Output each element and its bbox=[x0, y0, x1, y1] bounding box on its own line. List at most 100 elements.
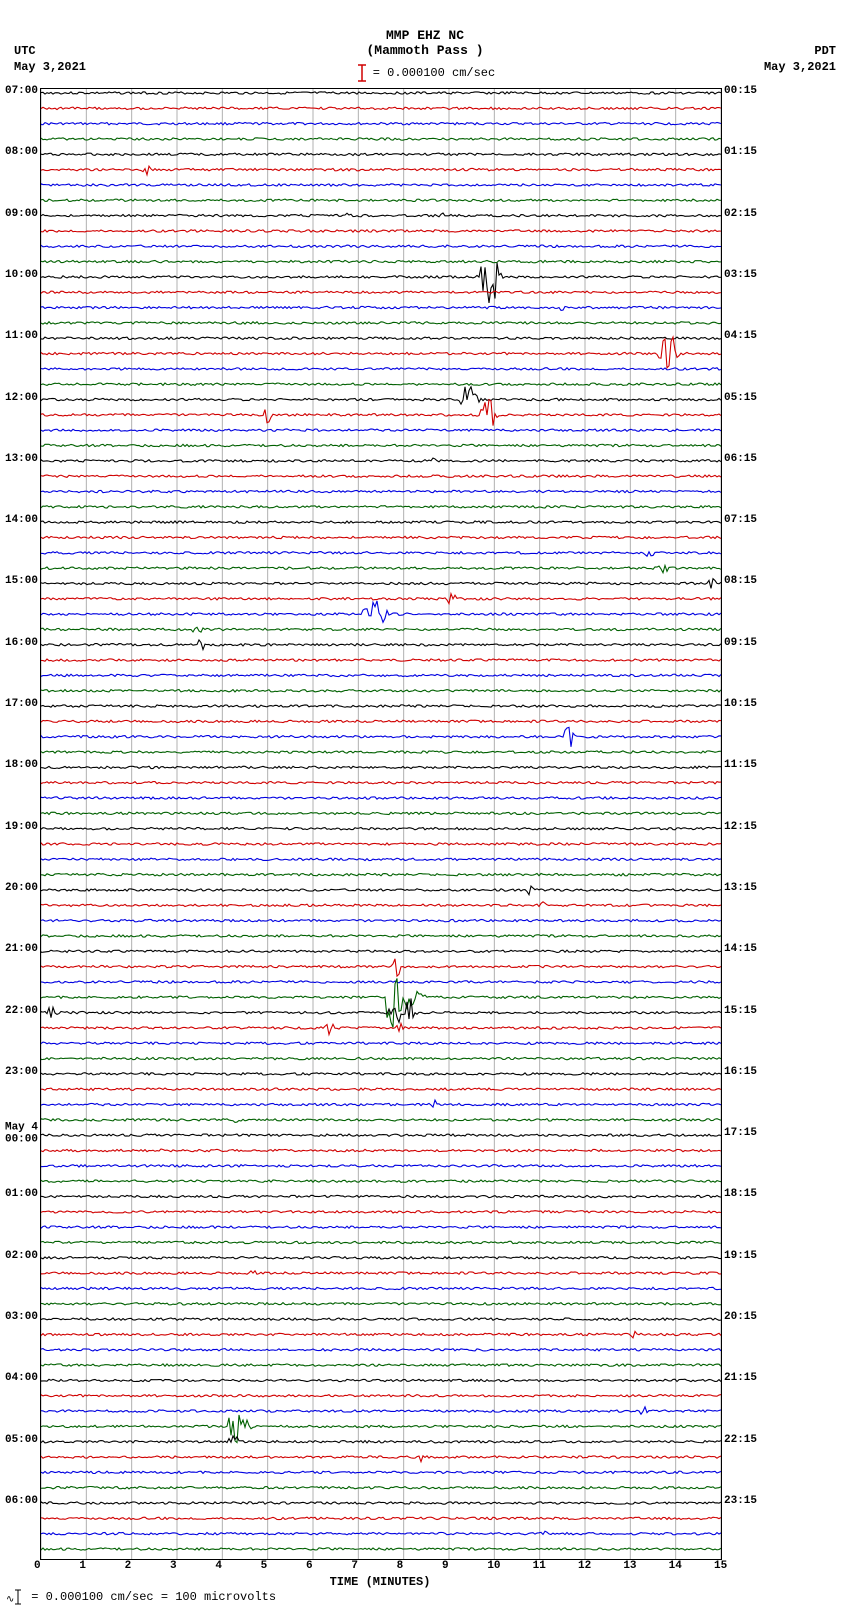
seismogram-trace bbox=[41, 959, 721, 976]
x-tick: 5 bbox=[261, 1560, 268, 1572]
left-time-label: 20:00 bbox=[0, 883, 38, 895]
seismogram-trace bbox=[41, 1364, 721, 1366]
right-time-label: 17:15 bbox=[724, 1128, 774, 1140]
seismogram-trace bbox=[41, 1149, 721, 1152]
seismogram-trace bbox=[41, 337, 721, 368]
left-time-labels: 07:0008:0009:0010:0011:0012:0013:0014:00… bbox=[0, 88, 38, 1558]
seismogram-trace bbox=[41, 902, 721, 907]
seismogram-trace bbox=[41, 1226, 721, 1228]
seismogram-trace bbox=[41, 981, 721, 983]
right-time-label: 05:15 bbox=[724, 393, 774, 405]
x-tick: 4 bbox=[215, 1560, 222, 1572]
right-time-label: 01:15 bbox=[724, 148, 774, 160]
seismogram-trace bbox=[41, 122, 721, 124]
plot-svg bbox=[41, 89, 721, 1559]
seismogram-trace bbox=[41, 337, 721, 339]
seismogram-trace bbox=[41, 166, 721, 175]
seismogram-trace bbox=[41, 674, 721, 676]
seismogram-trace bbox=[41, 919, 721, 921]
right-time-label: 21:15 bbox=[724, 1374, 774, 1386]
seismogram-trace bbox=[41, 322, 721, 324]
seismogram-trace bbox=[41, 184, 721, 186]
right-time-label: 15:15 bbox=[724, 1006, 774, 1018]
left-time-label: 15:00 bbox=[0, 577, 38, 589]
seismogram-trace bbox=[41, 1487, 721, 1489]
right-time-label: 14:15 bbox=[724, 944, 774, 956]
seismogram-trace bbox=[41, 579, 721, 589]
seismogram-trace bbox=[41, 1180, 721, 1182]
left-time-label: 07:00 bbox=[0, 86, 38, 98]
chart-header: MMP EHZ NC (Mammoth Pass ) bbox=[0, 28, 850, 58]
left-time-label: 06:00 bbox=[0, 1496, 38, 1508]
seismogram-trace bbox=[41, 843, 721, 845]
seismogram-trace bbox=[41, 781, 721, 783]
x-tick: 8 bbox=[397, 1560, 404, 1572]
station-line: MMP EHZ NC bbox=[0, 28, 850, 43]
right-time-label: 02:15 bbox=[724, 209, 774, 221]
right-time-label: 09:15 bbox=[724, 638, 774, 650]
seismogram-trace bbox=[41, 387, 721, 404]
right-time-label: 20:15 bbox=[724, 1312, 774, 1324]
seismogram-trace bbox=[41, 521, 721, 523]
seismogram-trace bbox=[41, 601, 721, 622]
seismogram-trace bbox=[41, 812, 721, 814]
seismogram-trace bbox=[41, 827, 721, 829]
seismogram-trace bbox=[41, 1271, 721, 1274]
page: UTC May 3,2021 PDT May 3,2021 MMP EHZ NC… bbox=[0, 0, 850, 1613]
seismogram-trace bbox=[41, 1548, 721, 1550]
seismogram-trace bbox=[41, 1331, 721, 1337]
x-tick: 15 bbox=[714, 1560, 727, 1572]
right-time-label: 04:15 bbox=[724, 331, 774, 343]
x-tick: 2 bbox=[125, 1560, 132, 1572]
seismogram-trace bbox=[41, 627, 721, 632]
seismogram-trace bbox=[41, 797, 721, 799]
x-tick: 9 bbox=[442, 1560, 449, 1572]
seismogram-trace bbox=[41, 1257, 721, 1259]
left-time-label: 01:00 bbox=[0, 1190, 38, 1202]
helicorder-plot bbox=[40, 88, 722, 1560]
x-tick: 14 bbox=[669, 1560, 682, 1572]
seismogram-trace bbox=[41, 552, 721, 557]
seismogram-trace bbox=[41, 1517, 721, 1519]
left-time-label: 17:00 bbox=[0, 699, 38, 711]
seismogram-trace bbox=[41, 594, 721, 604]
seismogram-trace bbox=[41, 1287, 721, 1289]
svg-text:∿: ∿ bbox=[6, 1595, 14, 1605]
seismogram-trace bbox=[41, 1073, 721, 1075]
right-time-label: 11:15 bbox=[724, 761, 774, 773]
seismogram-trace bbox=[41, 1057, 721, 1059]
seismogram-trace bbox=[41, 383, 721, 385]
seismogram-trace bbox=[41, 1088, 721, 1090]
x-tick: 13 bbox=[623, 1560, 636, 1572]
right-time-label: 18:15 bbox=[724, 1190, 774, 1202]
left-time-label: 03:00 bbox=[0, 1312, 38, 1324]
left-time-label: 22:00 bbox=[0, 1006, 38, 1018]
seismogram-trace bbox=[41, 1211, 721, 1213]
footer-scale-icon: ∿ bbox=[6, 1589, 24, 1605]
seismogram-trace bbox=[41, 107, 721, 109]
left-time-label: 16:00 bbox=[0, 638, 38, 650]
seismogram-trace bbox=[41, 1456, 721, 1462]
right-time-label: 00:15 bbox=[724, 86, 774, 98]
right-time-label: 12:15 bbox=[724, 822, 774, 834]
left-time-label: May 4 00:00 bbox=[0, 1123, 38, 1146]
seismogram-trace bbox=[41, 1379, 721, 1381]
seismogram-trace bbox=[41, 1042, 721, 1044]
seismogram-trace bbox=[41, 1318, 721, 1320]
location-line: (Mammoth Pass ) bbox=[0, 43, 850, 58]
x-tick: 7 bbox=[351, 1560, 358, 1572]
left-time-label: 10:00 bbox=[0, 270, 38, 282]
right-time-label: 08:15 bbox=[724, 577, 774, 589]
seismogram-trace bbox=[41, 138, 721, 140]
left-time-label: 23:00 bbox=[0, 1067, 38, 1079]
seismogram-trace bbox=[41, 690, 721, 692]
x-tick: 0 bbox=[34, 1560, 41, 1572]
footer: ∿ = 0.000100 cm/sec = 100 microvolts bbox=[6, 1589, 276, 1605]
seismogram-trace bbox=[41, 873, 721, 875]
seismogram-trace bbox=[41, 475, 721, 477]
seismogram-trace bbox=[41, 1407, 721, 1414]
seismogram-trace bbox=[41, 659, 721, 661]
x-tick: 11 bbox=[533, 1560, 546, 1572]
right-time-label: 06:15 bbox=[724, 454, 774, 466]
seismogram-trace bbox=[41, 429, 721, 431]
